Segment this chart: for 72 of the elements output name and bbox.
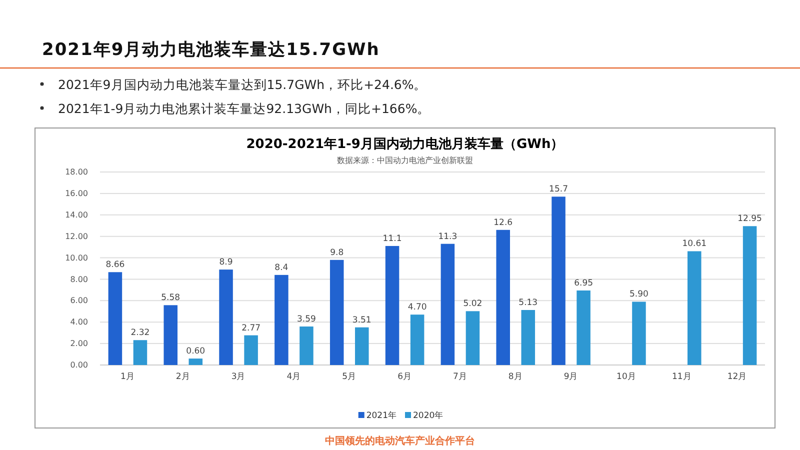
bar bbox=[219, 270, 233, 365]
legend-label: 2021年 bbox=[366, 410, 397, 421]
y-tick-label: 6.00 bbox=[70, 296, 88, 306]
bar bbox=[521, 310, 536, 365]
chart-title: 2021年9月动力电池装车量达15.7GWh bbox=[42, 40, 380, 60]
bar bbox=[133, 340, 148, 365]
x-tick-label: 5月 bbox=[342, 372, 357, 382]
data-label: 5.90 bbox=[630, 290, 648, 300]
bar bbox=[688, 251, 702, 365]
data-label: 3.59 bbox=[297, 314, 316, 325]
bar bbox=[108, 272, 122, 365]
x-tick-label: 7月 bbox=[452, 372, 468, 382]
bar bbox=[355, 327, 369, 365]
bar bbox=[330, 260, 344, 365]
bar bbox=[300, 326, 314, 365]
x-tick-label: 9月 bbox=[564, 372, 578, 382]
x-tick-label: 11月 bbox=[672, 372, 692, 382]
data-label: 5.02 bbox=[463, 299, 482, 310]
bar bbox=[552, 196, 566, 365]
x-tick-label: 3月 bbox=[231, 372, 246, 382]
bar bbox=[632, 302, 646, 365]
data-label: 5.13 bbox=[518, 298, 538, 308]
bar bbox=[410, 314, 424, 365]
bar bbox=[440, 244, 455, 365]
y-tick-label: 2.00 bbox=[70, 339, 88, 348]
y-tick-label: 12.00 bbox=[65, 232, 88, 241]
legend-label: 2020年 bbox=[413, 410, 444, 421]
y-tick-label: 4.00 bbox=[70, 318, 88, 327]
data-label: 12.95 bbox=[738, 214, 762, 224]
data-label: 11.3 bbox=[438, 232, 458, 242]
data-label: 4.70 bbox=[408, 302, 427, 313]
y-tick-label: 8.00 bbox=[70, 274, 88, 284]
data-label: 11.1 bbox=[382, 234, 402, 244]
text: 中国领先的电动汽车产业合作平台 bbox=[325, 435, 475, 447]
source-note: 数据来源：中国动力电池产业创新联盟 bbox=[337, 156, 473, 165]
bar bbox=[244, 335, 258, 365]
x-tick-label: 8月 bbox=[508, 372, 523, 382]
x-tick-label: 4月 bbox=[286, 372, 302, 382]
bar bbox=[466, 311, 480, 365]
text: 2021年9月国内动力电池装车量达到15.7GWh，环比+24.6%。 bbox=[58, 77, 427, 92]
y-tick-label: 0.00 bbox=[70, 360, 88, 370]
data-label: 3.51 bbox=[352, 315, 372, 326]
y-tick-label: 18.00 bbox=[65, 168, 88, 177]
data-label: 10.61 bbox=[682, 239, 707, 250]
y-tick-label: 14.00 bbox=[65, 210, 88, 220]
chart-subtitle: 2020-2021年1-9月国内动力电池月装车量（GWh） bbox=[246, 136, 564, 152]
data-label: 0.60 bbox=[186, 346, 206, 357]
data-label: 8.9 bbox=[219, 258, 233, 268]
data-label: 15.7 bbox=[549, 184, 568, 195]
data-label: 8.4 bbox=[274, 262, 288, 273]
data-label: 2.77 bbox=[242, 323, 261, 334]
bar bbox=[164, 305, 178, 365]
data-label: 9.8 bbox=[330, 248, 344, 258]
bar bbox=[576, 290, 590, 365]
bar bbox=[496, 230, 510, 365]
bar bbox=[742, 226, 757, 365]
x-tick-label: 2月 bbox=[176, 372, 190, 382]
bar bbox=[274, 274, 288, 365]
x-tick-label: 12月 bbox=[727, 372, 748, 382]
text: 2021年1-9月动力电池累计装车量达92.13GWh，同比+166%。 bbox=[58, 101, 430, 116]
data-label: 5.58 bbox=[161, 293, 180, 304]
x-tick-label: 6月 bbox=[398, 372, 412, 382]
x-tick-label: 1月 bbox=[120, 372, 135, 382]
y-tick-label: 16.00 bbox=[65, 189, 88, 198]
data-label: 12.6 bbox=[494, 218, 513, 228]
data-label: 2.32 bbox=[130, 328, 150, 338]
data-label: 8.66 bbox=[106, 260, 125, 270]
bar bbox=[385, 246, 400, 365]
y-tick-label: 10.00 bbox=[65, 253, 88, 262]
data-label: 6.95 bbox=[574, 278, 594, 288]
bar bbox=[188, 358, 203, 365]
x-tick-label: 10月 bbox=[616, 372, 636, 382]
